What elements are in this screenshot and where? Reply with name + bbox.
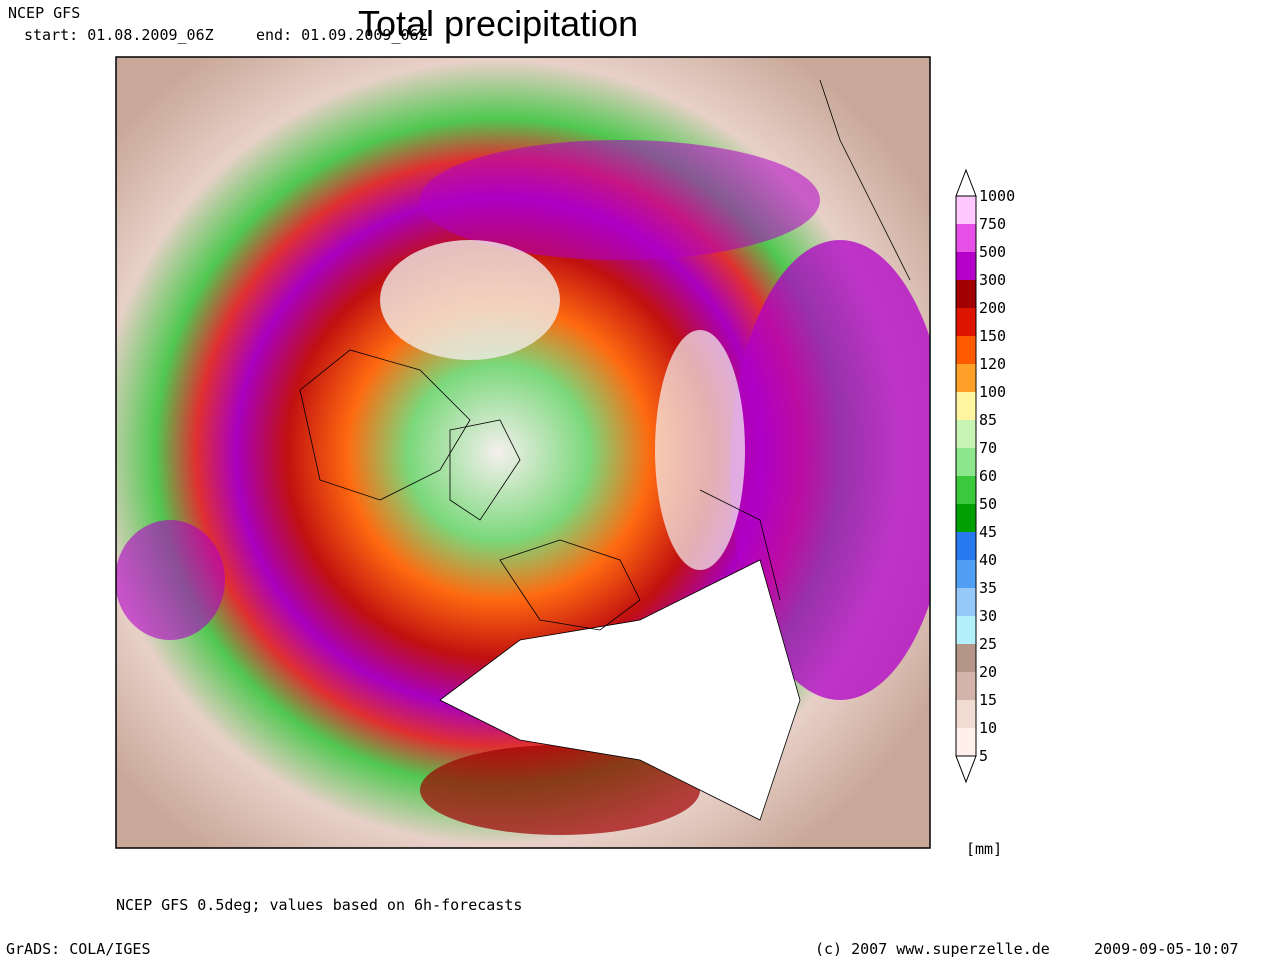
colorbar-box <box>956 588 976 616</box>
colorbar-box <box>956 392 976 420</box>
colorbar-box <box>956 644 976 672</box>
colorbar-box <box>956 420 976 448</box>
colorbar-box <box>956 224 976 252</box>
colorbar-label: 500 <box>979 243 1006 261</box>
end-time: end: 01.09.2009_06Z <box>256 26 428 44</box>
colorbar-label: 20 <box>979 663 997 681</box>
colorbar-box <box>956 532 976 560</box>
map-frame <box>115 56 931 849</box>
colorbar-outline <box>955 195 977 757</box>
software-credit: GrADS: COLA/IGES <box>6 940 151 958</box>
colorbar-label: 70 <box>979 439 997 457</box>
colorbar-label: 25 <box>979 635 997 653</box>
colorbar-box <box>956 616 976 644</box>
colorbar-box <box>956 560 976 588</box>
colorbar-label: 1000 <box>979 187 1015 205</box>
colorbar-overflow <box>955 168 977 197</box>
colorbar-box <box>956 448 976 476</box>
colorbar-label: 85 <box>979 411 997 429</box>
model-label: NCEP GFS <box>8 4 80 22</box>
colorbar-label: 50 <box>979 495 997 513</box>
colorbar-underflow <box>955 755 977 784</box>
colorbar-box <box>956 476 976 504</box>
colorbar-box <box>956 504 976 532</box>
colorbar-label: 150 <box>979 327 1006 345</box>
copyright: (c) 2007 www.superzelle.de <box>815 940 1050 958</box>
colorbar-label: 300 <box>979 271 1006 289</box>
colorbar-label: 120 <box>979 355 1006 373</box>
timestamp: 2009-09-05-10:07 <box>1094 940 1239 958</box>
unit-label: [mm] <box>966 840 1002 858</box>
start-time: start: 01.08.2009_06Z <box>24 26 214 44</box>
colorbar-label: 60 <box>979 467 997 485</box>
colorbar-box <box>956 336 976 364</box>
map-title: Total precipitation <box>358 3 638 44</box>
colorbar-box <box>956 728 976 756</box>
colorbar-label: 40 <box>979 551 997 569</box>
colorbar-label: 45 <box>979 523 997 541</box>
colorbar-label: 35 <box>979 579 997 597</box>
colorbar-label: 15 <box>979 691 997 709</box>
colorbar-label: 30 <box>979 607 997 625</box>
colorbar-box <box>956 280 976 308</box>
precipitation-map <box>116 57 930 848</box>
colorbar-box <box>956 252 976 280</box>
colorbar: 1000 750 500 300 200 150 120 100 85 70 60 50 45 40 35 3… <box>955 168 1015 784</box>
colorbar-label: 10 <box>979 719 997 737</box>
colorbar-label: 200 <box>979 299 1006 317</box>
colorbar-box <box>956 700 976 728</box>
colorbar-label: 5 <box>979 747 988 765</box>
footnote: NCEP GFS 0.5deg; values based on 6h-fore… <box>116 896 522 914</box>
colorbar-box <box>956 196 976 224</box>
colorbar-label: 750 <box>979 215 1006 233</box>
colorbar-box <box>956 672 976 700</box>
colorbar-label: 100 <box>979 383 1006 401</box>
colorbar-box <box>956 364 976 392</box>
colorbar-box <box>956 308 976 336</box>
